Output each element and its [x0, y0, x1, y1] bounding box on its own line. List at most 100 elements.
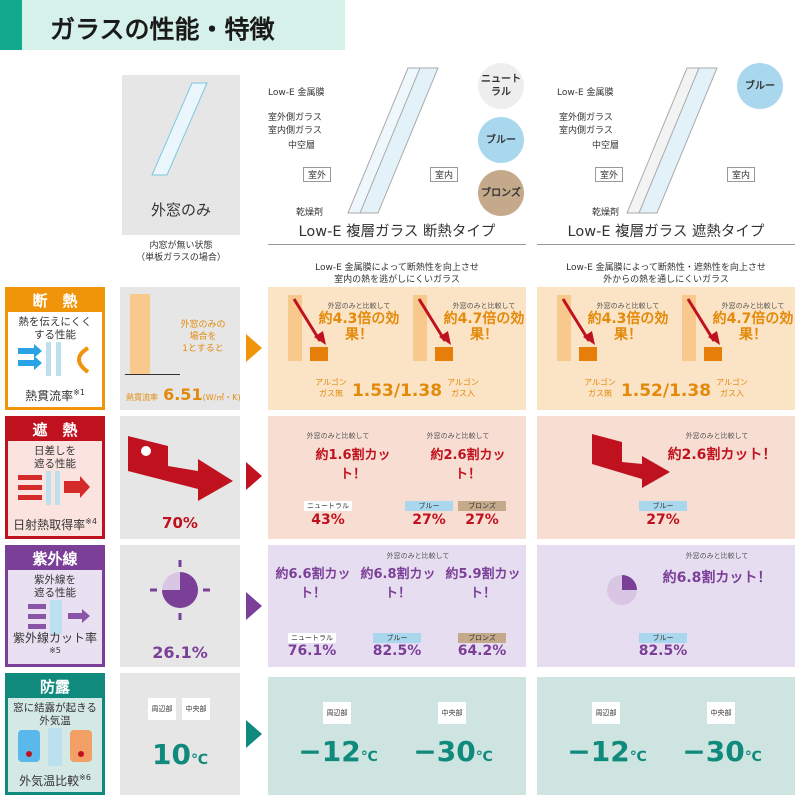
- unit: ℃: [475, 749, 493, 765]
- page-title: ガラスの性能・特徴: [22, 0, 345, 50]
- uv-metric: 紫外線カット率: [12, 631, 97, 645]
- uv-sun-icon: [150, 560, 210, 620]
- uv-shading-cell: 約6.8割カット！ ブルー 82.5% 外窓のみと比較して: [537, 545, 795, 667]
- label-inside: 室内: [727, 167, 756, 182]
- heat-note: ※1: [73, 388, 85, 397]
- dew-label: 防露 窓に結露が起きる 外気温 外気温比較※6: [5, 673, 105, 795]
- center-label: 中央部: [707, 702, 735, 724]
- compare-text: 外窓のみと比較して: [426, 432, 490, 440]
- solar-shading-cell: 約2.6割カット！ ブルー 27% 外窓のみと比較して: [537, 416, 795, 539]
- edge-label: 周辺部: [148, 698, 176, 720]
- dew-ins-edge: −12: [298, 735, 361, 768]
- down-arrow-icon: [417, 298, 451, 345]
- insulation-desc: Low-E 金属膜によって断熱性を向上させ 室内の熱を逃がしにくいガラス: [315, 263, 479, 285]
- heat-metric: 熱貫流率: [25, 389, 74, 403]
- effect-value: 約4.3倍の効果！: [318, 311, 400, 343]
- solar-metric: 日射熱取得率: [13, 518, 86, 532]
- heat-single-value: 6.51: [163, 385, 203, 404]
- compare-text: 外窓のみと比較して: [306, 432, 370, 440]
- heat-single-bar: [413, 295, 427, 361]
- solar-insulation-cell: 約1.6割カット！ 約2.6割カット！ ニュートラル ブルー ブロンズ 43% …: [268, 416, 526, 539]
- unit: ℃: [744, 749, 762, 765]
- uv-shd-cut: 約6.8割カット！: [662, 570, 772, 586]
- color-neutral: ニュートラル: [478, 63, 524, 109]
- compare-text: 外窓のみと比較して: [685, 552, 749, 560]
- heat-single-bar: [288, 295, 302, 361]
- dew-insulation-cell: 周辺部 中央部 −12℃ −30℃: [268, 677, 526, 795]
- dew-note: ※6: [79, 773, 91, 782]
- arrow-right-icon: [246, 462, 262, 490]
- dew-metric: 外気温比較: [19, 774, 80, 788]
- label-outer-glass: 室外側ガラス: [559, 113, 613, 123]
- label-air-layer: 中空層: [288, 141, 316, 151]
- unit: ℃: [360, 749, 378, 765]
- heat-glass-bar: [435, 347, 453, 361]
- dew-desc: 窓に結露が起きる 外気温: [13, 702, 97, 727]
- single-title: 外窓のみ: [150, 201, 211, 219]
- label-inside: 室内: [430, 167, 459, 182]
- dew-shading-cell: 周辺部 中央部 −12℃ −30℃: [537, 677, 795, 795]
- heat-insulation-cell: アルゴン ガス無 1.53/1.38 アルゴン ガス入 外窓のみと比較して 約4…: [268, 287, 526, 410]
- edge-label: 周辺部: [323, 702, 351, 724]
- compare-text: 外窓のみと比較して: [721, 302, 785, 310]
- dew-single-cell: 周辺部 中央部 10℃: [120, 673, 240, 795]
- compare-text: 外窓のみと比較して: [452, 302, 516, 310]
- label-inner-glass: 室内側ガラス: [559, 126, 613, 136]
- dew-single-value: 10: [152, 738, 191, 771]
- heat-single-label: 熱貫流率: [126, 393, 158, 402]
- solar-ins-value-3: 27%: [465, 512, 499, 528]
- color-blue: ブルー: [478, 117, 524, 163]
- dew-ins-center: −30: [413, 735, 476, 768]
- color-blue: ブルー: [737, 63, 783, 109]
- solar-shd-value: 27%: [646, 512, 680, 528]
- compare-text: 外窓のみと比較して: [386, 552, 450, 560]
- single-glass-icon: [151, 82, 208, 176]
- solar-title: 遮 熱: [8, 419, 102, 441]
- dew-shd-edge: −12: [567, 735, 630, 768]
- label-desiccant: 乾燥剤: [592, 208, 620, 218]
- heat-comparison: 外窓のみと比較して 約4.3倍の効果！: [547, 289, 668, 374]
- solar-ins-value-1: 43%: [311, 512, 345, 528]
- solar-desc: 日差しを 遮る性能: [34, 445, 76, 470]
- solar-label: 遮 熱 日差しを 遮る性能 日射熱取得率※4: [5, 416, 105, 539]
- heat-single-note: 外窓のみの 場合を 1とすると: [180, 320, 226, 354]
- uv-note: ※5: [49, 646, 61, 655]
- thermometer-icon: [18, 728, 92, 766]
- heat-glass-bar: [704, 347, 722, 361]
- single-note: 内窓が無い状態 （単板ガラスの場合）: [136, 241, 226, 263]
- tag-blue: ブルー: [373, 633, 421, 643]
- double-glass-icon: [347, 67, 439, 214]
- arrow-right-icon: [246, 334, 262, 362]
- label-outer-glass: 室外側ガラス: [268, 113, 322, 123]
- effect-value: 約4.7倍の効果！: [712, 311, 794, 343]
- heat-desc: 熱を伝えにくく する性能: [18, 316, 92, 341]
- tag-neutral: ニュートラル: [288, 633, 336, 643]
- heat-comparison: 外窓のみと比較して 約4.3倍の効果！: [278, 289, 399, 374]
- uv-desc: 紫外線を 遮る性能: [34, 574, 76, 599]
- solar-shd-cut: 約2.6割カット！: [667, 447, 777, 463]
- solar-ins-cut-2: 約2.6割カット！: [430, 448, 506, 482]
- arrow-right-icon: [246, 592, 262, 620]
- solar-heat-icon: [18, 471, 90, 505]
- compare-text: 外窓のみと比較して: [596, 302, 660, 310]
- tag-neutral: ニュートラル: [304, 501, 352, 511]
- heat-comparison: 外窓のみと比較して 約4.7倍の効果！: [672, 289, 793, 374]
- uv-sun-icon: [607, 575, 637, 605]
- sun-arrow-icon: [592, 434, 670, 488]
- solar-ins-cut-1: 約1.6割カット！: [315, 448, 391, 482]
- uv-label: 紫外線 紫外線を 遮る性能 紫外線カット率※5: [5, 545, 105, 667]
- solar-single-value: 70%: [162, 514, 198, 532]
- effect-value: 約4.7倍の効果！: [443, 311, 525, 343]
- compare-text: 外窓のみと比較して: [327, 302, 391, 310]
- uv-ins-cut-3: 約5.9割カット！: [445, 567, 521, 601]
- heat-glass-bar: [310, 347, 328, 361]
- uv-shd-value: 82.5%: [638, 643, 688, 659]
- label-desiccant: 乾燥剤: [296, 208, 324, 218]
- uv-single-cell: 26.1%: [120, 545, 240, 667]
- header-accent: [0, 0, 22, 50]
- tag-blue: ブルー: [405, 501, 453, 511]
- label-inner-glass: 室内側ガラス: [268, 126, 322, 136]
- shading-title: Low-E 複層ガラス 遮熱タイプ: [537, 220, 795, 245]
- label-lowe: Low-E 金属膜: [268, 88, 325, 98]
- label-outside: 室外: [303, 167, 332, 182]
